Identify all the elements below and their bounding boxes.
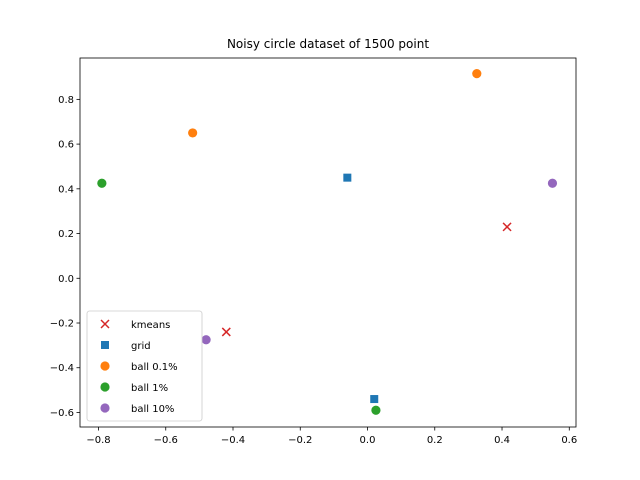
legend-label-ball-10: ball 10% [131,404,174,415]
y-tick-label: −0.2 [50,319,74,330]
point-kmeans [221,327,231,337]
legend-marker-ball-10 [100,403,110,413]
legend-label-ball-1: ball 1% [131,383,168,394]
y-tick-label: −0.6 [50,408,74,419]
x-tick-label: −0.4 [221,435,245,446]
y-tick-label: 0.8 [58,95,74,106]
x-tick-label: 0.4 [494,435,510,446]
x-tick-label: 0.0 [360,435,376,446]
chart-title: Noisy circle dataset of 1500 point [227,37,429,51]
legend-label-grid: grid [131,341,151,352]
point-ball-0-1 [188,128,198,138]
point-ball-1 [97,178,107,188]
x-tick-label: 0.2 [427,435,443,446]
x-tick-label: −0.6 [154,435,178,446]
y-tick-label: −0.4 [50,363,74,374]
legend-marker-ball-1 [100,382,110,392]
plot-area: −0.8 −0.6 −0.4 −0.2 0.0 0.2 0.4 0.6 −0.6 −0.4 −0.2… [50,57,577,446]
legend-box [86,310,203,422]
point-kmeans [502,222,512,232]
axes-frame [79,57,577,428]
point-ball-10 [547,178,558,188]
y-tick-label: 0.4 [58,184,74,195]
legend-marker-ball-0-1 [100,361,110,371]
point-ball-1 [371,405,381,415]
legend-marker-kmeans [100,319,110,329]
x-tick-label: −0.8 [86,435,110,446]
y-tick-label: 0.2 [58,229,74,240]
y-tick-label: 0.6 [58,140,74,151]
point-grid [343,173,352,182]
legend: kmeans grid ball 0.1% ball 1% ball 10% [86,310,203,422]
point-ball-10 [201,335,211,345]
legend-label-kmeans: kmeans [131,320,170,331]
point-ball-0-1 [472,69,482,79]
legend-marker-grid [101,341,109,349]
data-points [97,69,558,415]
x-tick-label: −0.2 [288,435,312,446]
point-grid [370,395,379,404]
y-tick-label: 0.0 [58,274,74,285]
x-tick-label: 0.6 [561,435,577,446]
legend-label-ball-0-1: ball 0.1% [131,362,178,373]
